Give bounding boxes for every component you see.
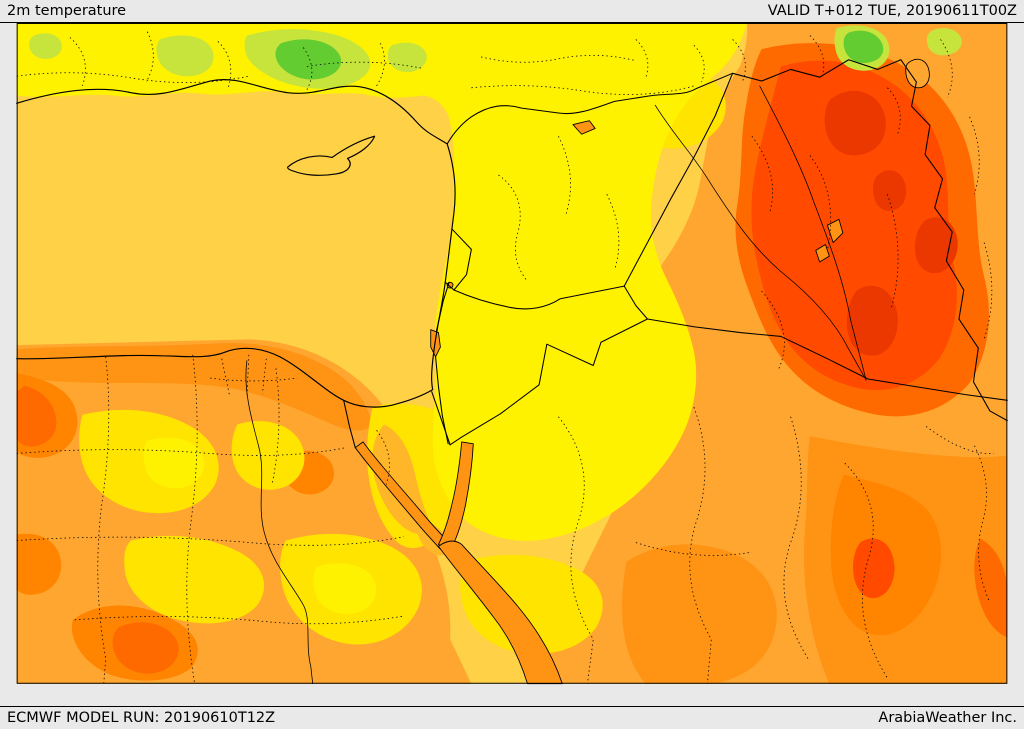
brand-label: ArabiaWeather Inc. xyxy=(878,709,1017,726)
admin-boundary xyxy=(262,358,267,394)
admin-boundary xyxy=(246,354,250,398)
sinai-amber-center xyxy=(372,424,434,535)
golan-border xyxy=(444,281,455,291)
model-run-label: ECMWF MODEL RUN: 20190610T12Z xyxy=(7,709,276,726)
admin-boundary xyxy=(221,358,230,396)
temperature-map xyxy=(16,23,1008,685)
admin-boundary xyxy=(498,174,528,282)
iraq-saudi-border xyxy=(623,285,1008,401)
israel-egypt-border xyxy=(431,391,451,446)
turkey-syria-border xyxy=(446,59,902,145)
admin-boundary xyxy=(783,416,809,659)
admin-boundary xyxy=(689,406,712,684)
cyprus-island xyxy=(286,135,376,176)
tigris-river xyxy=(759,85,867,381)
nile-river xyxy=(245,360,314,685)
admin-boundary xyxy=(844,462,888,679)
southwest-deep-core xyxy=(112,622,179,674)
admin-boundary xyxy=(761,290,785,369)
admin-boundary xyxy=(940,39,953,98)
top-info-bar: 2m temperature VALID T+012 TUE, 20190611… xyxy=(0,0,1024,23)
temp-layer-bright-yellow xyxy=(16,23,748,615)
iran-border xyxy=(900,59,1008,422)
turkey-lime-patch xyxy=(156,35,214,77)
egypt-yellow-patch xyxy=(124,535,265,624)
admin-boundary xyxy=(210,377,298,382)
turkey-lime-patch xyxy=(926,28,962,56)
iraq-heat-inner xyxy=(751,60,957,391)
syria-iraq-border xyxy=(623,72,734,287)
lake-assad xyxy=(572,120,596,135)
map-frame xyxy=(16,23,1008,684)
coastlines xyxy=(16,79,456,408)
south-center-orange-patch xyxy=(622,544,777,684)
admin-boundary xyxy=(376,43,385,87)
admin-boundary xyxy=(558,136,571,214)
admin-boundary xyxy=(145,31,154,83)
iraq-lake xyxy=(826,218,844,244)
southeast-redorange-spot xyxy=(853,538,895,599)
admin-boundary xyxy=(471,85,694,95)
admin-boundary xyxy=(751,135,774,214)
map-title: 2m temperature xyxy=(7,2,127,19)
admin-boundary xyxy=(74,615,404,625)
admin-boundary xyxy=(186,354,198,684)
admin-boundary xyxy=(69,37,86,87)
egypt-bright-spot xyxy=(143,437,204,489)
temp-layer-green xyxy=(275,30,884,80)
egypt-yellow-patch xyxy=(231,421,305,490)
lake-northeast xyxy=(905,58,930,89)
admin-boundary xyxy=(16,447,346,456)
lebanon-border xyxy=(451,228,472,291)
iraq-lake xyxy=(815,244,830,263)
admin-boundary xyxy=(558,416,594,684)
admin-boundary xyxy=(16,536,404,546)
west-edge-deep-core xyxy=(16,385,57,447)
admin-boundary xyxy=(969,116,980,195)
turkey-lime-patch xyxy=(387,42,427,73)
red-sea xyxy=(438,540,563,685)
water-bodies xyxy=(354,58,930,685)
admin-boundary xyxy=(983,242,993,340)
iraq-red-core xyxy=(846,285,898,356)
turkey-green-core xyxy=(275,39,342,80)
admin-boundary xyxy=(376,430,390,485)
bottom-info-bar: ECMWF MODEL RUN: 20190610T12Z ArabiaWeat… xyxy=(0,706,1024,729)
temp-layer-red-orange xyxy=(751,60,957,599)
map-container xyxy=(0,23,1024,706)
admin-boundaries-dotted xyxy=(16,31,994,684)
admin-boundary xyxy=(974,445,990,601)
jordan-saudi-border xyxy=(449,318,648,446)
turkey-lime-patch xyxy=(29,33,62,59)
egypt-bright-spot xyxy=(313,563,377,615)
admin-boundary xyxy=(16,72,249,83)
admin-boundary xyxy=(809,155,832,251)
iraq-red-core xyxy=(873,170,907,211)
saudi-yellow-patch xyxy=(460,554,603,654)
admin-boundary xyxy=(606,194,620,270)
valid-time-label: VALID T+012 TUE, 20190611T00Z xyxy=(767,2,1017,19)
turkey-green-core xyxy=(843,30,884,63)
mediterranean-coastline xyxy=(16,79,456,408)
right-edge-deep-blob xyxy=(974,538,1008,638)
left-edge-orange-blob xyxy=(16,533,62,595)
admin-boundary xyxy=(635,542,752,556)
country-borders xyxy=(343,59,1008,449)
levant-bright-band xyxy=(16,23,748,541)
rivers xyxy=(245,85,867,685)
admin-boundary xyxy=(302,46,313,90)
syria-jordan-border xyxy=(453,285,625,310)
egypt-coast-strip xyxy=(16,343,373,431)
iraq-red-core xyxy=(824,90,886,156)
euphrates-river xyxy=(654,104,867,381)
suez-canal xyxy=(343,399,356,449)
